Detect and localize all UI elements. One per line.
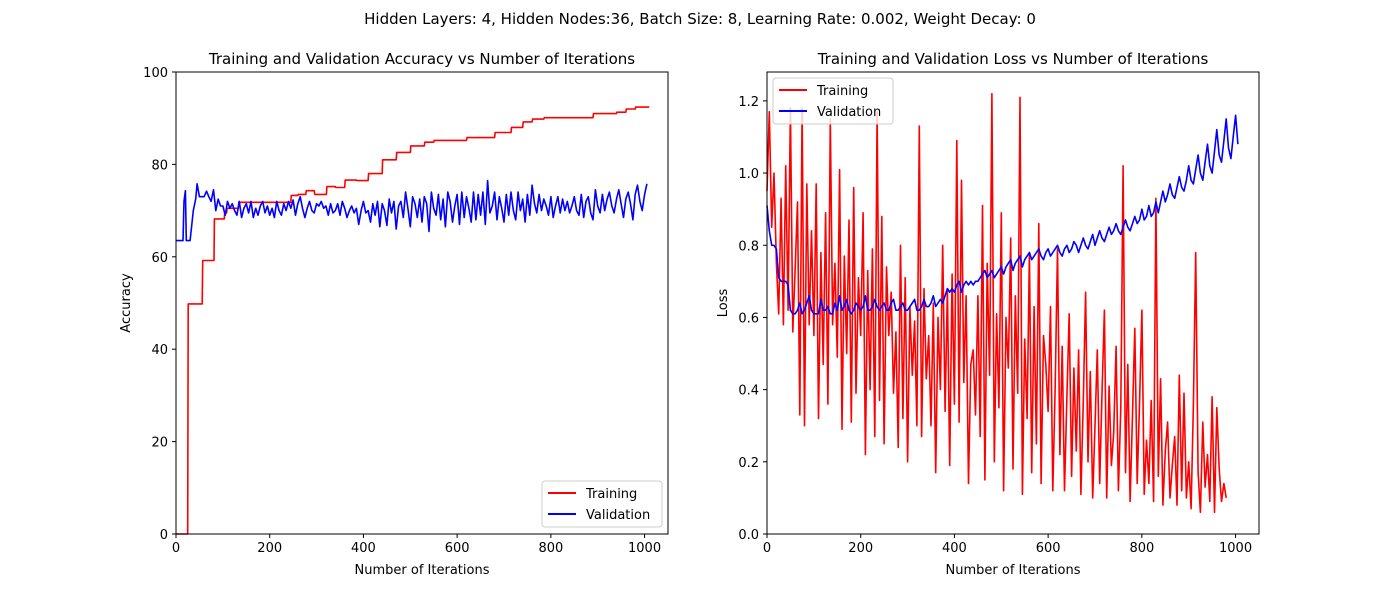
figure-suptitle: Hidden Layers: 4, Hidden Nodes:36, Batch… xyxy=(364,10,1036,28)
loss-x-tick-label: 0 xyxy=(763,541,771,556)
loss-legend: Training Validation xyxy=(772,77,894,125)
accuracy-y-tick-label: 20 xyxy=(151,436,168,451)
accuracy-chart: Training and Validation Accuracy vs Numb… xyxy=(119,50,669,578)
accuracy-x-tick-label: 600 xyxy=(445,541,470,556)
accuracy-legend-training-label: Training xyxy=(585,487,637,502)
accuracy-chart-title: Training and Validation Accuracy vs Numb… xyxy=(208,50,635,68)
loss-x-tick-label: 600 xyxy=(1036,541,1061,556)
loss-ticks: 0 200 400 600 800 1000 0.0 0.2 0.4 0.6 0.8 1.0 1.2 xyxy=(738,95,1252,556)
accuracy-axes-frame xyxy=(175,71,669,535)
loss-x-axis-label: Number of Iterations xyxy=(946,563,1081,578)
accuracy-x-tick-label: 0 xyxy=(172,541,180,556)
accuracy-legend-validation-label: Validation xyxy=(586,508,650,523)
loss-y-tick-label: 0.2 xyxy=(738,456,759,471)
loss-x-tick-label: 800 xyxy=(1129,541,1154,556)
accuracy-y-tick-label: 100 xyxy=(143,66,168,81)
loss-chart-title: Training and Validation Loss vs Number o… xyxy=(817,50,1209,68)
loss-plot-area xyxy=(766,92,1239,514)
accuracy-validation-line xyxy=(176,179,648,242)
loss-training-line xyxy=(766,92,1227,514)
loss-y-axis-label: Loss xyxy=(716,289,731,318)
accuracy-ticks: 0 200 400 600 800 1000 0 20 40 60 80 100 xyxy=(143,66,661,556)
loss-axes-frame xyxy=(766,71,1260,535)
loss-x-tick-label: 1000 xyxy=(1219,541,1252,556)
loss-legend-training-label: Training xyxy=(816,84,868,99)
loss-y-tick-label: 1.2 xyxy=(738,95,759,110)
loss-chart: Training and Validation Loss vs Number o… xyxy=(716,50,1260,578)
accuracy-x-axis-label: Number of Iterations xyxy=(355,563,490,578)
loss-x-tick-label: 200 xyxy=(848,541,873,556)
loss-y-tick-label: 0.6 xyxy=(738,311,759,326)
loss-validation-line xyxy=(766,114,1239,315)
accuracy-x-tick-label: 1000 xyxy=(628,541,661,556)
loss-x-tick-label: 400 xyxy=(942,541,967,556)
accuracy-x-tick-label: 200 xyxy=(257,541,282,556)
accuracy-plot-area xyxy=(176,106,650,535)
accuracy-y-tick-label: 60 xyxy=(151,251,168,266)
accuracy-y-tick-label: 40 xyxy=(151,343,168,358)
accuracy-training-line xyxy=(176,106,650,535)
loss-y-tick-label: 0.8 xyxy=(738,239,759,254)
accuracy-y-tick-label: 80 xyxy=(151,158,168,173)
loss-y-tick-label: 0.4 xyxy=(738,384,759,399)
loss-y-tick-label: 1.0 xyxy=(738,167,759,182)
accuracy-y-tick-label: 0 xyxy=(160,528,168,543)
loss-y-tick-label: 0.0 xyxy=(738,528,759,543)
accuracy-legend: Training Validation xyxy=(541,480,663,528)
accuracy-x-tick-label: 800 xyxy=(538,541,563,556)
accuracy-y-axis-label: Accuracy xyxy=(119,273,134,333)
loss-legend-validation-label: Validation xyxy=(817,105,881,120)
accuracy-x-tick-label: 400 xyxy=(351,541,376,556)
